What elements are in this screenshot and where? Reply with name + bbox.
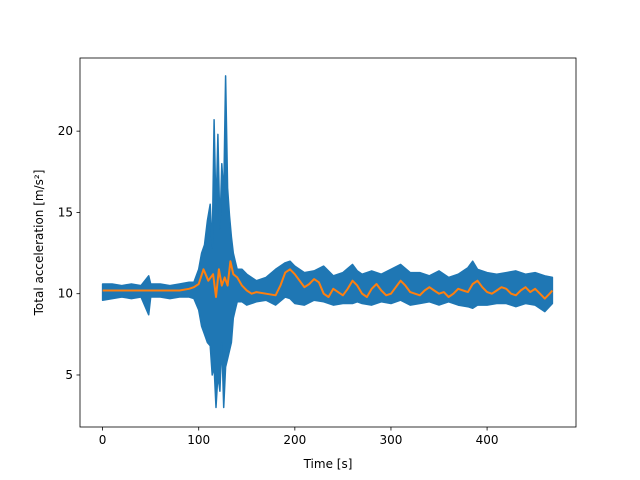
y-tick-label: 10 <box>58 287 73 301</box>
x-tick-label: 400 <box>476 433 499 447</box>
y-tick-label: 15 <box>58 205 73 219</box>
smoothed-signal-line <box>102 260 554 300</box>
x-axis: 0 100 200 300 400 <box>99 427 499 447</box>
y-axis-label: Total acceleration [m/s²] <box>32 170 46 317</box>
x-tick-label: 300 <box>380 433 403 447</box>
series-layer <box>101 75 554 409</box>
x-tick-label: 0 <box>99 433 107 447</box>
x-tick-label: 200 <box>283 433 306 447</box>
plot-area-frame <box>79 57 577 428</box>
y-axis: 5 10 15 20 <box>58 124 80 382</box>
y-tick-label: 20 <box>58 124 73 138</box>
raw-signal-envelope <box>101 75 554 409</box>
x-axis-label: Time [s] <box>303 457 353 471</box>
x-tick-label: 100 <box>187 433 210 447</box>
y-tick-label: 5 <box>65 368 73 382</box>
